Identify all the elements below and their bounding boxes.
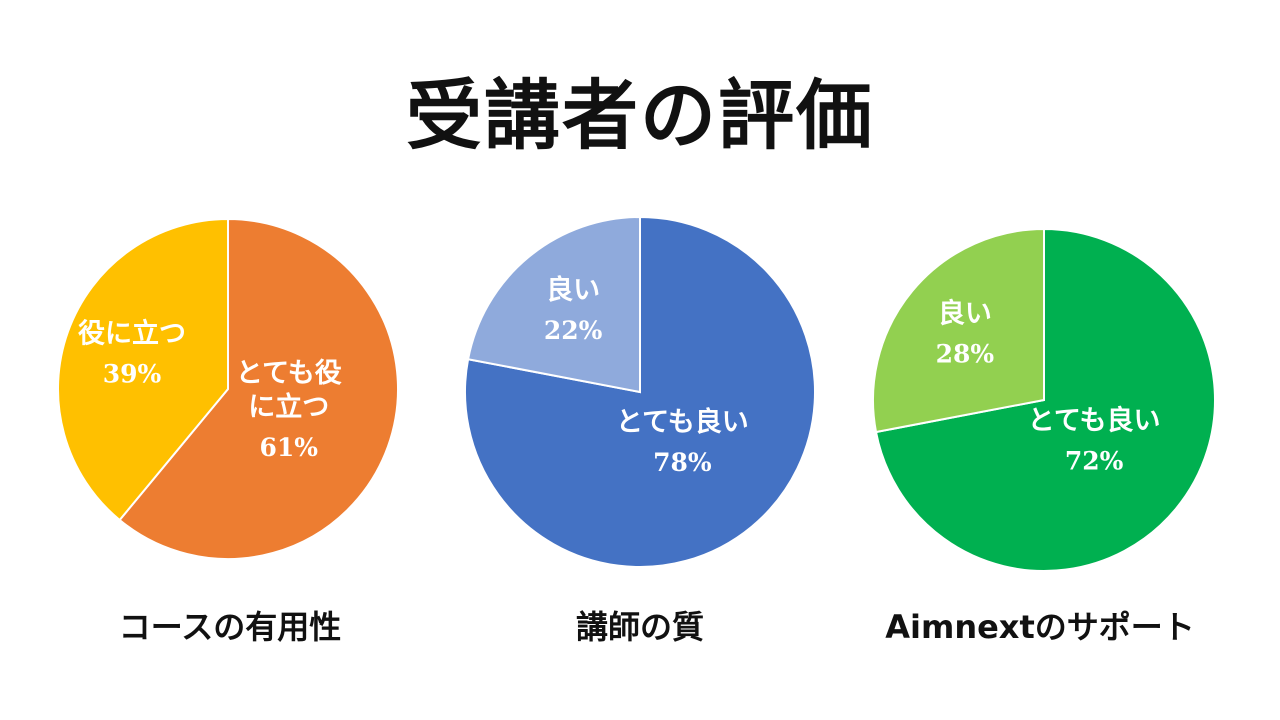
pie-aimnext-support: とても良い 72% 良い 28% <box>872 227 1216 572</box>
chart-caption-course-usefulness: コースの有用性 <box>118 608 342 646</box>
pie-slice <box>466 215 641 394</box>
slice-label: とても良い <box>616 406 749 438</box>
slice-label: 役に立つ <box>78 317 186 349</box>
slice-value-label: 22% <box>544 316 603 345</box>
slice-label: とても良い <box>1028 404 1161 436</box>
slice-value-label: 78% <box>653 448 712 477</box>
slice-label: 良い <box>546 274 600 306</box>
slice-label: とても役 <box>236 358 342 389</box>
slice-label: 良い <box>938 298 992 330</box>
chart-caption-aimnext-support: Aimnextのサポート <box>885 608 1195 646</box>
pie-slice <box>118 217 399 560</box>
page-title: 受講者の評価 <box>406 71 874 160</box>
slice-value-label: 61% <box>260 433 319 462</box>
slice-label: に立つ <box>248 391 329 423</box>
pie-slice <box>56 217 229 522</box>
pie-slice <box>874 227 1216 572</box>
slice-value-label: 28% <box>936 340 995 369</box>
chart-caption-instructor-quality: 講師の質 <box>575 608 704 646</box>
slice-value-label: 39% <box>103 359 162 388</box>
pie-instructor-quality: とても良い 78% 良い 22% <box>464 215 817 568</box>
pie-slice <box>872 227 1045 434</box>
slice-value-label: 72% <box>1065 446 1124 475</box>
